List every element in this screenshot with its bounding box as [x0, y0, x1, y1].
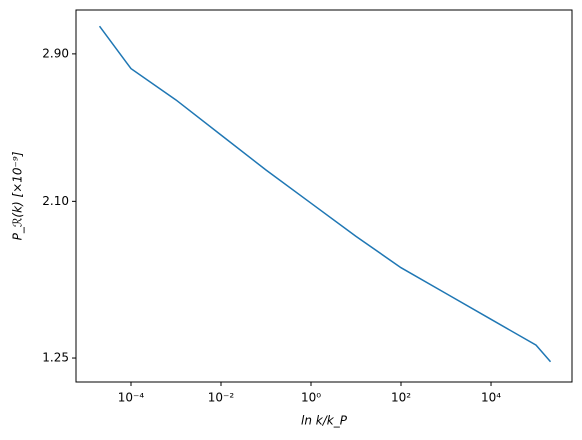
x-tick-label: 10²	[391, 391, 411, 405]
y-tick-label: 1.25	[42, 351, 69, 365]
plot-frame	[75, 9, 573, 383]
y-axis-label: P_ℛ(k) [×10⁻⁹]	[11, 151, 25, 240]
y-tick-label: 2.10	[42, 194, 69, 208]
x-tick-label: 10⁰	[301, 391, 321, 405]
data-line	[98, 25, 552, 363]
x-tick-label: 10⁻⁴	[118, 391, 145, 405]
x-tick-label: 10⁻²	[208, 391, 235, 405]
x-tick-label: 10⁴	[481, 391, 501, 405]
y-tick-label: 2.90	[42, 46, 69, 60]
x-axis-label: ln k/k_P	[301, 414, 348, 428]
